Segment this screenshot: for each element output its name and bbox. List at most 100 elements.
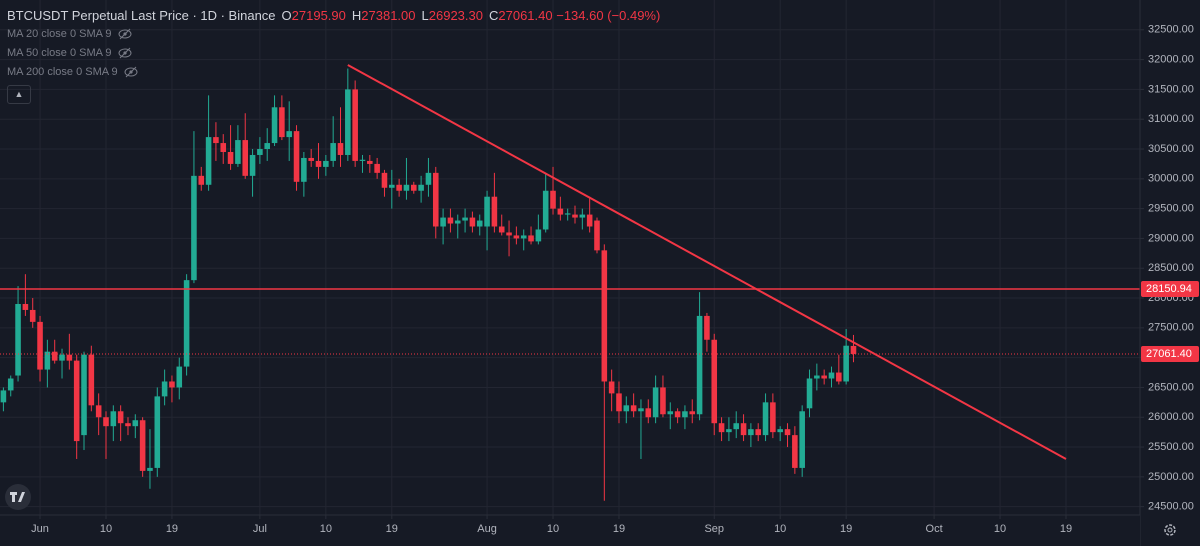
indicator-label: MA 50 close 0 SMA 9 <box>7 47 112 59</box>
logo-bg <box>5 484 31 510</box>
hidden-icon[interactable] <box>124 66 138 78</box>
x-tick-label: 19 <box>166 523 178 535</box>
ohlc-value: 27061.40 <box>498 8 553 23</box>
candle-body <box>44 351 51 370</box>
gear <box>1164 524 1176 536</box>
candle-body <box>586 214 593 227</box>
candle-body <box>564 213 571 215</box>
indicator[interactable]: MA 200 close 0 SMA 9 <box>7 66 138 78</box>
logo-mark <box>10 492 25 502</box>
candle-body <box>110 411 117 427</box>
y-tick-label: 30000.00 <box>1148 173 1194 185</box>
indicator-label: MA 200 close 0 SMA 9 <box>7 66 118 78</box>
candle-body <box>850 345 857 354</box>
candle-body <box>579 214 586 218</box>
candle-body <box>220 143 227 152</box>
indicator[interactable]: MA 20 close 0 SMA 9 <box>7 28 132 40</box>
candle-body <box>103 417 109 427</box>
candle-body <box>821 375 827 379</box>
x-tick-label: Jun <box>31 523 49 535</box>
x-tick-label: 19 <box>840 523 852 535</box>
candle-body <box>132 420 139 427</box>
hidden-icon[interactable] <box>118 28 132 40</box>
candle-body <box>740 423 747 436</box>
candle-body <box>323 160 329 167</box>
last-price-label-bg <box>1141 345 1199 362</box>
last-price-label: 27061.40 <box>1146 348 1192 360</box>
x-tick-label: 10 <box>994 523 1006 535</box>
candle-body <box>520 235 527 239</box>
candle-body <box>139 420 146 471</box>
candle-body <box>367 160 373 164</box>
candle-body <box>410 184 417 191</box>
candle-body <box>792 435 798 468</box>
candle-body <box>682 411 688 418</box>
candle-body <box>0 390 7 403</box>
candle-body <box>623 405 630 412</box>
candle-body <box>161 381 168 397</box>
candle-body <box>59 354 65 361</box>
y-tick-label: 32500.00 <box>1148 24 1194 36</box>
candle-body <box>22 303 29 310</box>
collapse-button[interactable]: ▲ <box>7 85 31 104</box>
x-tick-label: 19 <box>613 523 625 535</box>
candle-body <box>667 411 674 415</box>
candle-body <box>630 405 637 412</box>
candle-body <box>748 429 754 436</box>
trendline <box>347 64 1067 460</box>
candle-body <box>836 372 842 382</box>
ohlc-value: 27195.90 <box>291 8 346 23</box>
candle-body <box>432 172 439 227</box>
x-tick-label: 19 <box>386 523 398 535</box>
candle-body <box>638 408 644 412</box>
candle-body <box>784 429 791 436</box>
candle-body <box>645 408 652 418</box>
candle-body <box>425 172 432 185</box>
y-tick-label: 24500.00 <box>1148 501 1194 513</box>
hidden-icon[interactable] <box>118 47 132 59</box>
candle-body <box>81 354 87 436</box>
y-tick-label: 31500.00 <box>1148 83 1194 95</box>
candle-body <box>528 235 534 242</box>
settings-icon[interactable] <box>1164 524 1176 536</box>
candle-body <box>403 184 410 191</box>
candle-body <box>726 429 732 433</box>
x-tick-label: Oct <box>926 523 943 535</box>
candle-body <box>454 220 461 224</box>
candle-body <box>513 235 520 239</box>
candle-body <box>462 217 468 221</box>
candle-body <box>235 140 241 164</box>
gear-hole <box>1167 527 1173 533</box>
y-tick-label: 29000.00 <box>1148 232 1194 244</box>
ohlc-value: 26923.30 <box>428 8 483 23</box>
ohlc-value: 27381.00 <box>361 8 416 23</box>
candle-body <box>843 345 849 382</box>
candle-body <box>183 280 190 367</box>
x-tick-label: 10 <box>100 523 112 535</box>
x-tick-label: Aug <box>477 523 497 535</box>
candle-body <box>315 160 322 167</box>
candle-body <box>286 131 292 138</box>
candle-body <box>696 315 703 415</box>
candle-body <box>147 467 153 471</box>
y-tick-label: 26000.00 <box>1148 411 1194 423</box>
ohlc-key: H <box>351 8 362 23</box>
candle-body <box>777 429 783 433</box>
candle-body <box>125 423 131 427</box>
indicator[interactable]: MA 50 close 0 SMA 9 <box>7 47 132 59</box>
candle-body <box>198 175 205 185</box>
candle-body <box>7 378 14 391</box>
candle-body <box>330 143 336 161</box>
candle-body <box>264 143 271 150</box>
candle-body <box>191 175 197 281</box>
candle-body <box>762 402 769 436</box>
candle-body <box>337 143 344 155</box>
y-tick-label: 28500.00 <box>1148 262 1194 274</box>
y-tick-label: 30500.00 <box>1148 143 1194 155</box>
candle-body <box>88 354 95 406</box>
candle-body <box>506 232 512 236</box>
ohlc-key: C <box>488 8 499 23</box>
candle-body <box>601 250 608 382</box>
y-tick-label: 32000.00 <box>1148 54 1194 66</box>
